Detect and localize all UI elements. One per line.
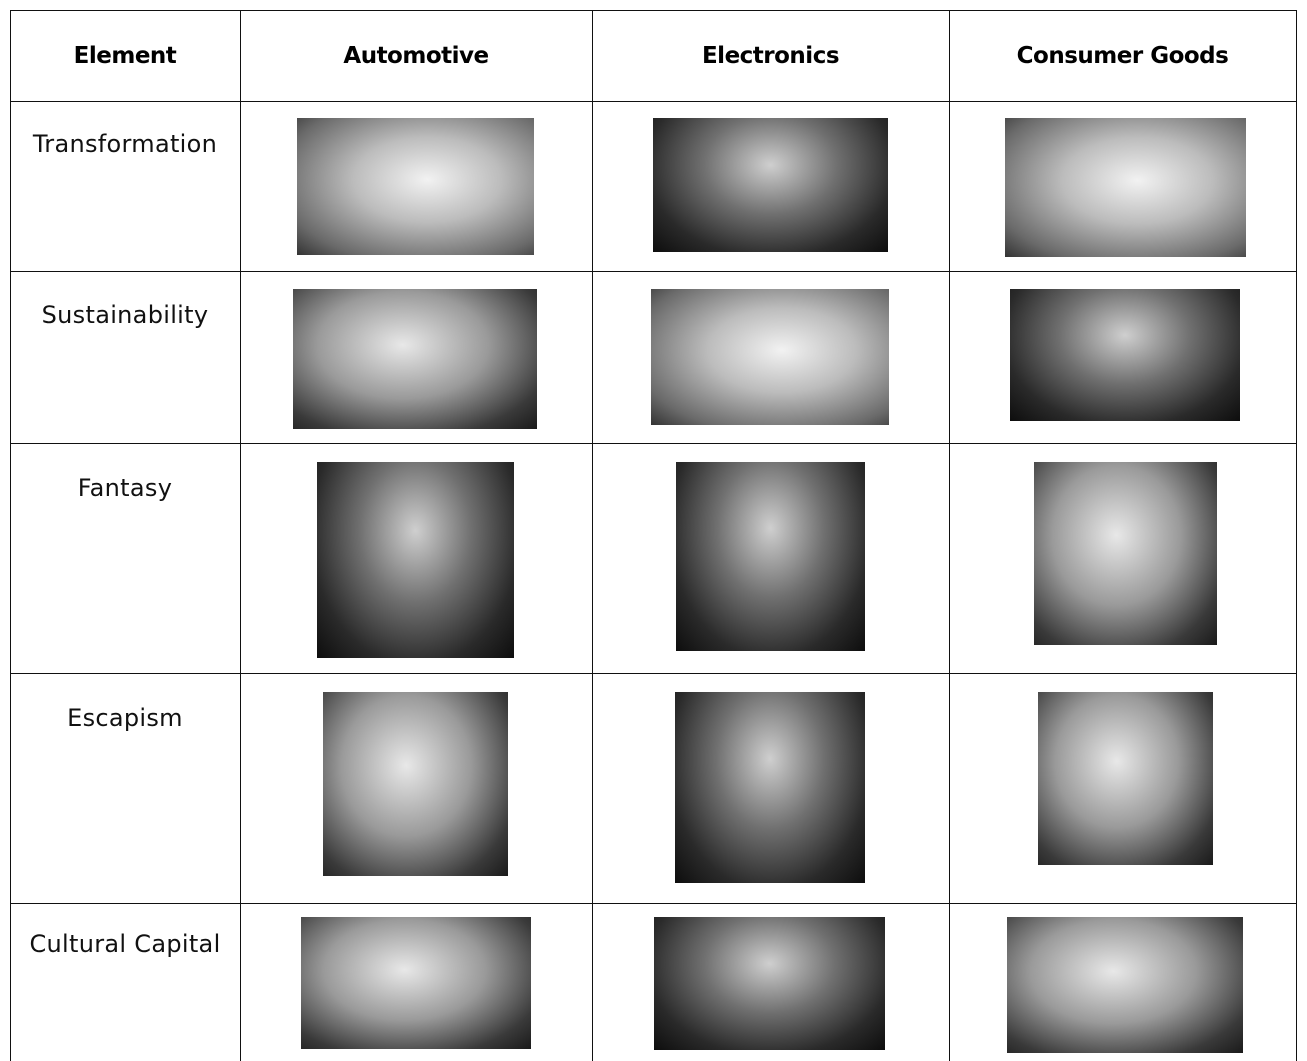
image	[293, 289, 537, 429]
image	[297, 118, 534, 255]
column-header: Element	[73, 42, 177, 69]
rule	[10, 903, 1297, 904]
image	[1005, 118, 1246, 257]
image	[1038, 692, 1213, 865]
column-header: Automotive	[343, 42, 489, 69]
rule	[10, 673, 1297, 674]
rule	[10, 443, 1297, 444]
image	[653, 118, 888, 252]
image	[676, 462, 865, 651]
rule	[240, 10, 241, 1061]
rule	[592, 10, 593, 1061]
image	[301, 917, 531, 1049]
rule	[1296, 10, 1297, 1061]
image	[1007, 917, 1243, 1053]
column-header: Consumer Goods	[1016, 42, 1229, 69]
image	[317, 462, 514, 658]
row-label: Sustainability	[41, 301, 209, 329]
rule	[10, 271, 1297, 272]
image	[1010, 289, 1240, 421]
row-label: Cultural Capital	[29, 930, 221, 958]
row-label: Fantasy	[77, 474, 173, 502]
image	[654, 917, 885, 1050]
column-header: Electronics	[701, 42, 840, 69]
row-label: Escapism	[67, 704, 183, 732]
image	[651, 289, 889, 425]
rule	[949, 10, 950, 1061]
rule	[10, 10, 1297, 11]
image	[675, 692, 865, 883]
rule	[10, 10, 11, 1061]
row-label: Transformation	[32, 130, 218, 158]
image	[323, 692, 508, 876]
rule	[10, 101, 1297, 102]
image	[1034, 462, 1217, 645]
